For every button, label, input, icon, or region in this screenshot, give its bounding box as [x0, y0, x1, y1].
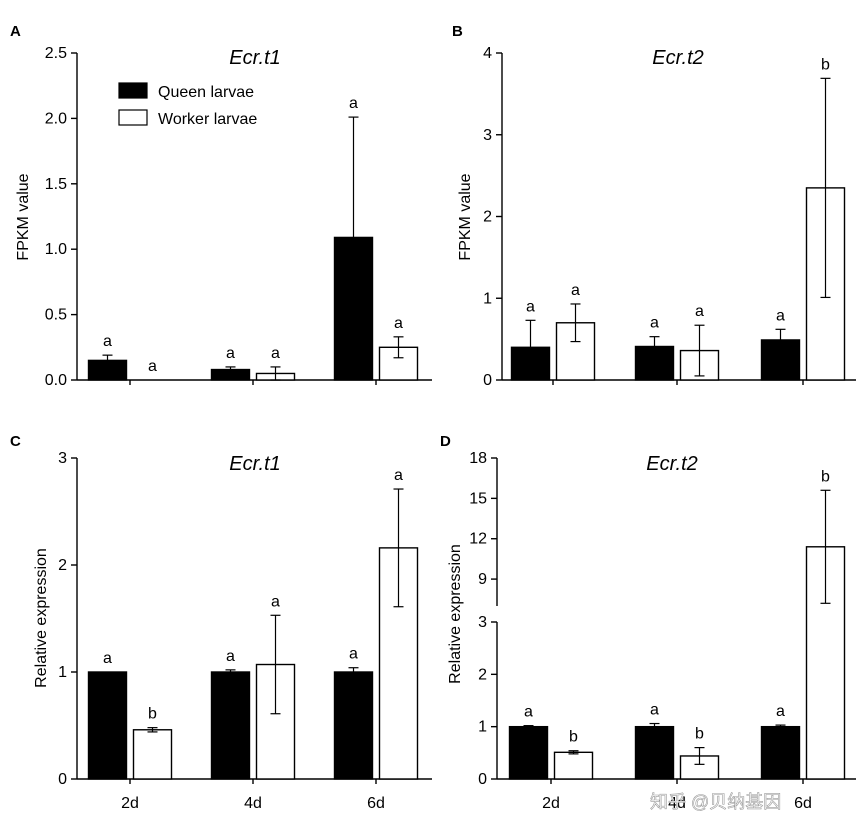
y-tick-label: 2.0: [45, 110, 67, 127]
sig-label: a: [103, 333, 112, 350]
y-tick-label: 3: [58, 450, 67, 467]
legend-swatch-queen: [118, 82, 148, 99]
sig-label: a: [349, 646, 358, 663]
sig-label: a: [148, 358, 157, 375]
panel-c: 0 1 2 3 a b a a a a: [58, 450, 432, 788]
sig-label: b: [821, 468, 830, 485]
bar-queen-2d: [510, 346, 551, 381]
sig-label: a: [226, 648, 235, 665]
sig-label: a: [349, 95, 358, 112]
bar-queen-6d: [760, 725, 801, 780]
ylabel-b: FPKM value: [457, 173, 474, 260]
y-tick-label: 1: [58, 664, 67, 681]
sig-label: a: [226, 345, 235, 362]
y-tick-label: 0: [58, 771, 67, 788]
bar-queen-4d: [210, 671, 251, 780]
panel-letter-a: A: [10, 23, 21, 40]
bar-queen-4d: [634, 345, 675, 381]
y-tick-label: 15: [469, 490, 487, 507]
legend-label-queen: Queen larvae: [158, 84, 254, 101]
y-tick-label: 18: [469, 450, 487, 467]
y-tick-label: 12: [469, 531, 487, 548]
y-tick-label: 2: [58, 557, 67, 574]
panel-title-d: Ecr.t2: [646, 453, 698, 475]
sig-label: b: [821, 56, 830, 73]
cat-label-c-4d: 4d: [244, 795, 262, 812]
panel-letter-d: D: [440, 433, 451, 450]
cat-label-d-2d: 2d: [542, 795, 560, 812]
sig-label: a: [695, 303, 704, 320]
sig-label: a: [650, 702, 659, 719]
panel-letter-c: C: [10, 433, 21, 450]
sig-label: b: [695, 726, 704, 743]
sig-label: a: [394, 315, 403, 332]
y-tick-label: 1.0: [45, 241, 67, 258]
y-tick-label: 2: [483, 209, 492, 226]
sig-label: b: [569, 729, 578, 746]
watermark: 知乎 @贝纳基因: [650, 792, 781, 812]
cat-label-c-6d: 6d: [367, 795, 385, 812]
bar-queen-2d: [87, 359, 128, 381]
y-tick-label: 2: [478, 666, 487, 683]
y-tick-label: 0.5: [45, 307, 67, 324]
legend-swatch-worker: [118, 109, 148, 126]
sig-label: a: [103, 650, 112, 667]
y-tick-label: 1: [483, 290, 492, 307]
sig-label: a: [776, 703, 785, 720]
y-tick-label: 3: [478, 614, 487, 631]
bar-queen-2d: [87, 671, 128, 780]
bar-queen-4d: [634, 725, 675, 780]
y-tick-label: 0: [483, 372, 492, 389]
sig-label: a: [394, 467, 403, 484]
panel-title-b: Ecr.t2: [652, 47, 704, 69]
bar-queen-6d: [333, 671, 374, 780]
panel-a: 0.0 0.5 1.0 1.5 2.0 2.5 a a a a a a: [45, 45, 432, 389]
bar-worker-2d: [132, 729, 173, 780]
panel-title-a: Ecr.t1: [229, 47, 281, 69]
y-tick-label: 0.0: [45, 372, 67, 389]
sig-label: a: [524, 704, 533, 721]
panel-letter-b: B: [452, 23, 463, 40]
sig-label: a: [271, 593, 280, 610]
y-tick-label: 0: [478, 771, 487, 788]
legend: Queen larvae Worker larvae: [118, 82, 257, 128]
sig-label: a: [271, 345, 280, 362]
legend-label-worker: Worker larvae: [158, 111, 257, 128]
ylabel-d: Relative expression: [447, 544, 464, 684]
cat-label-d-4d: 4d: [668, 795, 686, 812]
bar-worker-4d: [255, 663, 296, 780]
bar-queen-6d: [333, 236, 374, 381]
panel-title-c: Ecr.t1: [229, 453, 281, 475]
cat-label-c-2d: 2d: [121, 795, 139, 812]
bar-queen-2d: [508, 725, 549, 780]
sig-label: a: [776, 307, 785, 324]
sig-label: a: [571, 282, 580, 299]
panel-b: 0 1 2 3 4 a a a a a b: [483, 45, 856, 389]
y-tick-label: 4: [483, 45, 492, 62]
bar-worker-2d: [553, 751, 594, 780]
y-tick-label: 2.5: [45, 45, 67, 62]
bar-queen-6d: [760, 339, 801, 381]
ylabel-c: Relative expression: [33, 548, 50, 688]
ylabel-a: FPKM value: [15, 173, 32, 260]
y-tick-label: 1.5: [45, 176, 67, 193]
sig-label: b: [148, 706, 157, 723]
cat-label-d-6d: 6d: [794, 795, 812, 812]
y-tick-label: 9: [478, 571, 487, 588]
sig-label: a: [650, 315, 659, 332]
y-tick-label: 3: [483, 127, 492, 144]
bar-queen-4d: [210, 368, 251, 381]
y-tick-label: 1: [478, 719, 487, 736]
sig-label: a: [526, 298, 535, 315]
